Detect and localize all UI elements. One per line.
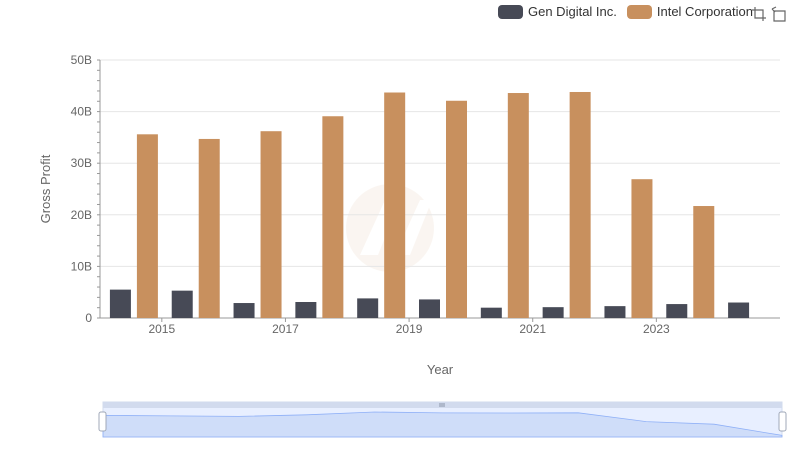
bar-intel-2023[interactable] xyxy=(693,206,715,318)
data-zoom-preview-area xyxy=(102,411,783,438)
toolbox xyxy=(747,6,787,22)
bar-intel-2018[interactable] xyxy=(384,92,406,319)
bar-intel-2020[interactable] xyxy=(507,93,529,318)
bar-gen-digital-2016[interactable] xyxy=(233,303,255,318)
bar-gen-digital-2023[interactable] xyxy=(666,304,688,318)
x-tick-label: 2021 xyxy=(519,322,546,336)
x-tick-label: 2017 xyxy=(272,322,299,336)
bar-gen-digital-2021[interactable] xyxy=(542,307,564,318)
data-zoom-handle-right[interactable] xyxy=(778,411,787,432)
bar-gen-digital-2017[interactable] xyxy=(295,302,317,318)
bar-intel-2017[interactable] xyxy=(322,116,344,318)
bar-gen-digital-2014[interactable] xyxy=(109,289,131,318)
bars xyxy=(109,91,750,319)
bar-intel-2021[interactable] xyxy=(569,91,591,318)
zoom-icon[interactable] xyxy=(751,6,767,22)
legend-item-gen-digital[interactable]: Gen Digital Inc. xyxy=(498,4,617,19)
x-axis: 2015 2017 2019 2021 2023 xyxy=(100,317,780,336)
bar-gen-digital-2015[interactable] xyxy=(171,290,193,318)
y-axis: 0 10B 20B 30B 40B 50B xyxy=(71,53,101,325)
y-axis-label: Gross Profit xyxy=(38,154,53,223)
y-tick-label: 20B xyxy=(71,208,92,222)
bar-intel-2019[interactable] xyxy=(446,100,467,318)
bar-gen-digital-2019[interactable] xyxy=(419,299,440,318)
legend-swatch-gen-digital xyxy=(498,4,523,19)
bar-intel-2022[interactable] xyxy=(631,179,653,318)
legend-swatch-intel xyxy=(626,4,652,19)
y-tick-label: 10B xyxy=(71,259,92,273)
data-zoom-slider[interactable] xyxy=(98,401,787,438)
bar-gen-digital-2024[interactable] xyxy=(728,302,750,318)
bar-gen-digital-2020[interactable] xyxy=(480,307,502,318)
legend: Gen Digital Inc. Intel Corporation xyxy=(498,4,763,19)
data-zoom-move-handle[interactable] xyxy=(439,403,445,407)
restore-icon[interactable] xyxy=(771,6,787,22)
x-tick-label: 2015 xyxy=(148,322,175,336)
data-zoom-handle-left[interactable] xyxy=(98,411,107,432)
bar-intel-2015[interactable] xyxy=(198,138,220,318)
x-tick-label: 2019 xyxy=(396,322,423,336)
legend-label-intel: Intel Corporation xyxy=(656,4,753,19)
y-tick-label: 0 xyxy=(85,311,92,325)
bar-gen-digital-2018[interactable] xyxy=(357,298,379,318)
x-tick-label: 2023 xyxy=(643,322,670,336)
legend-label-gen-digital: Gen Digital Inc. xyxy=(528,4,617,19)
bar-intel-2016[interactable] xyxy=(260,131,282,318)
x-axis-label: Year xyxy=(427,362,454,377)
bar-gen-digital-2022[interactable] xyxy=(604,306,626,318)
y-tick-label: 30B xyxy=(71,156,92,170)
legend-item-intel[interactable]: Intel Corporation xyxy=(626,4,753,19)
bar-intel-2014[interactable] xyxy=(136,134,158,318)
y-tick-label: 40B xyxy=(71,105,92,119)
y-tick-label: 50B xyxy=(71,53,92,67)
